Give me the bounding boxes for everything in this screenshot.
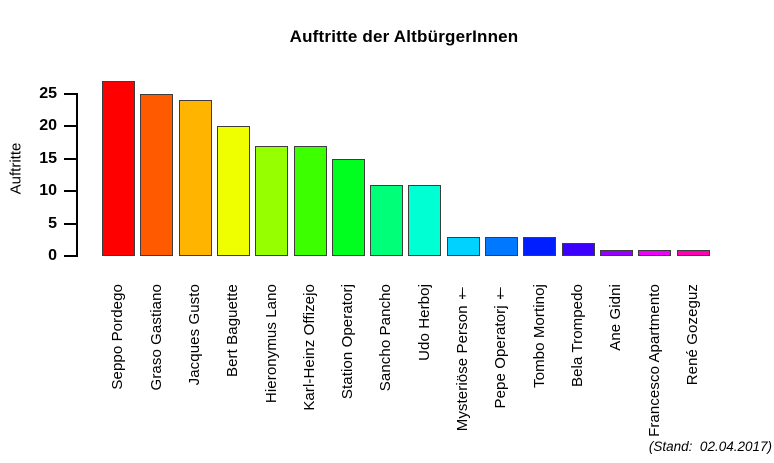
y-tick-label: 5 xyxy=(48,214,57,232)
bar xyxy=(140,94,173,256)
x-axis-label: Udo Herboj xyxy=(415,284,433,361)
y-tick-label: 15 xyxy=(39,149,57,167)
x-axis-label: Tombo Mortinoj xyxy=(530,284,548,388)
x-axis-label: Station Operatorj xyxy=(339,284,357,400)
y-axis-line xyxy=(76,93,78,257)
x-axis-label: Hieronymus Lano xyxy=(262,284,280,404)
bar xyxy=(562,243,595,256)
y-tick-mark xyxy=(64,222,77,225)
bar xyxy=(485,237,518,256)
bar xyxy=(217,126,250,256)
bar xyxy=(294,146,327,256)
y-tick-mark xyxy=(64,125,77,128)
bar xyxy=(370,185,403,256)
x-axis-label: Francesco Apartmento xyxy=(645,284,663,437)
y-tick-label: 25 xyxy=(39,85,57,102)
y-tick-label: 20 xyxy=(39,117,57,135)
bar xyxy=(447,237,480,256)
bar xyxy=(102,81,135,256)
x-axis-label: Jacques Gusto xyxy=(185,284,203,386)
x-axis-label: Sancho Pancho xyxy=(377,284,395,392)
x-axis-label: Mysteriöse Person † xyxy=(454,284,471,432)
x-axis-label: Karl-Heinz Offizejo xyxy=(300,284,318,411)
bar xyxy=(332,159,365,256)
bar xyxy=(677,250,710,256)
bar xyxy=(179,100,212,256)
bar xyxy=(638,250,671,256)
y-tick-mark xyxy=(64,157,77,160)
bar xyxy=(600,250,633,256)
bar xyxy=(523,237,556,256)
y-tick-mark xyxy=(64,93,77,95)
bar xyxy=(408,185,441,256)
x-axis-label: Bela Trompedo xyxy=(568,284,586,388)
x-axis-label: Seppo Pordego xyxy=(109,284,127,390)
bar xyxy=(255,146,288,256)
x-axis-label: Pepe Operatorj † xyxy=(492,284,510,409)
y-tick-mark xyxy=(64,190,77,193)
y-tick-mark xyxy=(64,255,77,257)
y-tick-label: 0 xyxy=(48,247,57,264)
date-stand-note: (Stand: 02.04.2017) xyxy=(648,439,772,454)
x-axis-label: René Gozeguz xyxy=(683,284,701,386)
y-tick-label: 10 xyxy=(39,182,57,200)
chart-title: Auftritte der AltbürgerInnen xyxy=(289,27,519,46)
x-axis-label: Ane Gidni xyxy=(607,284,625,351)
x-axis-label: Graso Gastiano xyxy=(147,284,165,391)
x-axis-label: Bert Baguette xyxy=(224,284,242,378)
